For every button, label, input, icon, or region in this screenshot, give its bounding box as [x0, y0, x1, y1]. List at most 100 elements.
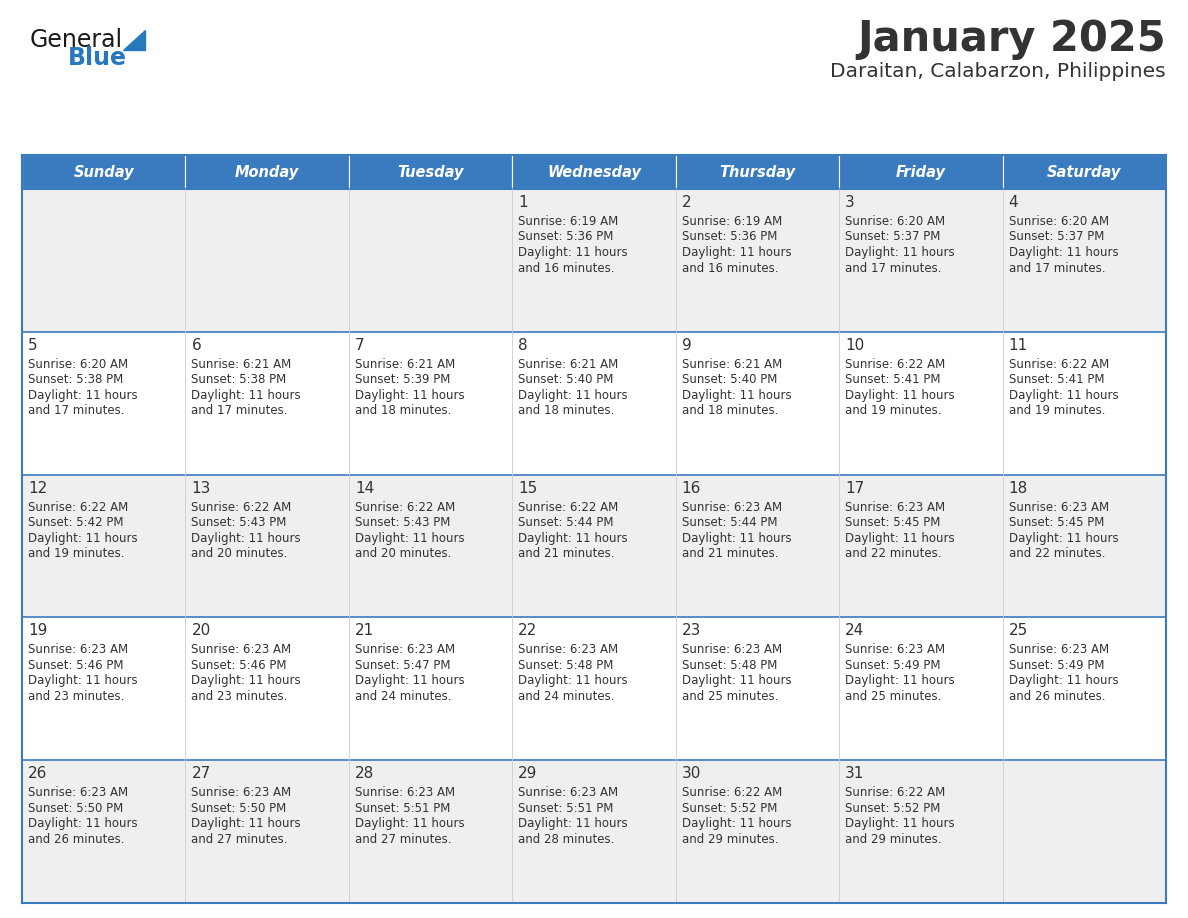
Text: Sunset: 5:38 PM: Sunset: 5:38 PM	[29, 374, 124, 386]
Text: Sunset: 5:48 PM: Sunset: 5:48 PM	[518, 659, 614, 672]
Text: and 27 minutes.: and 27 minutes.	[191, 833, 287, 845]
Bar	[839, 760, 1003, 903]
Text: Daylight: 11 hours: Daylight: 11 hours	[355, 675, 465, 688]
Text: and 19 minutes.: and 19 minutes.	[29, 547, 125, 560]
Bar	[349, 760, 512, 903]
Text: and 23 minutes.: and 23 minutes.	[29, 690, 125, 703]
Text: Sunrise: 6:22 AM: Sunrise: 6:22 AM	[845, 358, 946, 371]
Bar	[676, 331, 839, 475]
Text: Sunrise: 6:22 AM: Sunrise: 6:22 AM	[518, 500, 619, 513]
Text: Daylight: 11 hours: Daylight: 11 hours	[29, 675, 138, 688]
Bar	[1003, 618, 1165, 760]
Text: Sunset: 5:43 PM: Sunset: 5:43 PM	[191, 516, 286, 529]
Text: Friday: Friday	[896, 164, 946, 180]
Text: Sunset: 5:45 PM: Sunset: 5:45 PM	[1009, 516, 1104, 529]
Bar	[23, 760, 185, 903]
Text: Sunrise: 6:22 AM: Sunrise: 6:22 AM	[355, 500, 455, 513]
Text: and 26 minutes.: and 26 minutes.	[1009, 690, 1105, 703]
Text: Sunset: 5:36 PM: Sunset: 5:36 PM	[682, 230, 777, 243]
Text: 5: 5	[29, 338, 38, 353]
Text: Daylight: 11 hours: Daylight: 11 hours	[682, 246, 791, 259]
Text: and 18 minutes.: and 18 minutes.	[682, 404, 778, 418]
Bar	[512, 618, 676, 760]
Text: Daylight: 11 hours: Daylight: 11 hours	[1009, 675, 1118, 688]
Text: Sunset: 5:44 PM: Sunset: 5:44 PM	[518, 516, 614, 529]
Text: Sunrise: 6:23 AM: Sunrise: 6:23 AM	[29, 786, 128, 800]
Text: Daylight: 11 hours: Daylight: 11 hours	[355, 532, 465, 544]
Text: 3: 3	[845, 195, 855, 210]
Text: Sunrise: 6:23 AM: Sunrise: 6:23 AM	[29, 644, 128, 656]
Text: Sunrise: 6:21 AM: Sunrise: 6:21 AM	[355, 358, 455, 371]
Text: and 25 minutes.: and 25 minutes.	[845, 690, 942, 703]
Bar	[185, 760, 349, 903]
Text: 11: 11	[1009, 338, 1028, 353]
Text: Daylight: 11 hours: Daylight: 11 hours	[682, 675, 791, 688]
Text: Sunset: 5:39 PM: Sunset: 5:39 PM	[355, 374, 450, 386]
Text: 9: 9	[682, 338, 691, 353]
Text: and 27 minutes.: and 27 minutes.	[355, 833, 451, 845]
Text: 28: 28	[355, 767, 374, 781]
Text: 2: 2	[682, 195, 691, 210]
Bar	[839, 475, 1003, 618]
Text: Sunset: 5:47 PM: Sunset: 5:47 PM	[355, 659, 450, 672]
Bar	[676, 618, 839, 760]
Text: Sunset: 5:51 PM: Sunset: 5:51 PM	[518, 801, 614, 814]
Bar	[1003, 760, 1165, 903]
Bar	[1003, 155, 1165, 189]
Bar	[349, 189, 512, 331]
Text: and 18 minutes.: and 18 minutes.	[355, 404, 451, 418]
Text: Sunrise: 6:19 AM: Sunrise: 6:19 AM	[518, 215, 619, 228]
Text: and 20 minutes.: and 20 minutes.	[191, 547, 287, 560]
Text: 26: 26	[29, 767, 48, 781]
Text: Daylight: 11 hours: Daylight: 11 hours	[1009, 246, 1118, 259]
Text: 17: 17	[845, 481, 865, 496]
Text: Sunset: 5:42 PM: Sunset: 5:42 PM	[29, 516, 124, 529]
Text: and 29 minutes.: and 29 minutes.	[845, 833, 942, 845]
Text: Wednesday: Wednesday	[546, 164, 642, 180]
Text: and 28 minutes.: and 28 minutes.	[518, 833, 614, 845]
Text: and 22 minutes.: and 22 minutes.	[845, 547, 942, 560]
Text: Daylight: 11 hours: Daylight: 11 hours	[682, 389, 791, 402]
Text: Sunrise: 6:20 AM: Sunrise: 6:20 AM	[1009, 215, 1108, 228]
Text: and 29 minutes.: and 29 minutes.	[682, 833, 778, 845]
Text: Sunrise: 6:23 AM: Sunrise: 6:23 AM	[682, 500, 782, 513]
Text: Sunset: 5:46 PM: Sunset: 5:46 PM	[191, 659, 287, 672]
Text: Blue: Blue	[68, 46, 127, 70]
Polygon shape	[124, 30, 145, 50]
Text: Sunrise: 6:23 AM: Sunrise: 6:23 AM	[518, 644, 619, 656]
Bar	[349, 618, 512, 760]
Text: Sunrise: 6:23 AM: Sunrise: 6:23 AM	[355, 644, 455, 656]
Text: and 17 minutes.: and 17 minutes.	[1009, 262, 1105, 274]
Text: and 26 minutes.: and 26 minutes.	[29, 833, 125, 845]
Text: and 16 minutes.: and 16 minutes.	[518, 262, 614, 274]
Bar	[185, 155, 349, 189]
Text: Sunrise: 6:23 AM: Sunrise: 6:23 AM	[191, 644, 291, 656]
Text: 21: 21	[355, 623, 374, 638]
Text: Sunset: 5:41 PM: Sunset: 5:41 PM	[1009, 374, 1104, 386]
Bar	[512, 331, 676, 475]
Text: Daylight: 11 hours: Daylight: 11 hours	[518, 817, 628, 830]
Text: Daylight: 11 hours: Daylight: 11 hours	[845, 389, 955, 402]
Text: Sunset: 5:52 PM: Sunset: 5:52 PM	[682, 801, 777, 814]
Bar	[349, 155, 512, 189]
Text: Thursday: Thursday	[720, 164, 796, 180]
Bar	[349, 331, 512, 475]
Text: Daylight: 11 hours: Daylight: 11 hours	[845, 817, 955, 830]
Text: 19: 19	[29, 623, 48, 638]
Text: Daylight: 11 hours: Daylight: 11 hours	[682, 817, 791, 830]
Bar	[185, 475, 349, 618]
Text: and 21 minutes.: and 21 minutes.	[682, 547, 778, 560]
Text: Sunrise: 6:22 AM: Sunrise: 6:22 AM	[845, 786, 946, 800]
Text: Sunset: 5:38 PM: Sunset: 5:38 PM	[191, 374, 286, 386]
Text: Sunset: 5:37 PM: Sunset: 5:37 PM	[845, 230, 941, 243]
Text: January 2025: January 2025	[858, 18, 1165, 60]
Text: 8: 8	[518, 338, 527, 353]
Bar	[23, 189, 185, 331]
Text: 10: 10	[845, 338, 865, 353]
Bar	[1003, 475, 1165, 618]
Text: Daylight: 11 hours: Daylight: 11 hours	[518, 389, 628, 402]
Text: 29: 29	[518, 767, 538, 781]
Text: 16: 16	[682, 481, 701, 496]
Text: Sunday: Sunday	[74, 164, 134, 180]
Text: 20: 20	[191, 623, 210, 638]
